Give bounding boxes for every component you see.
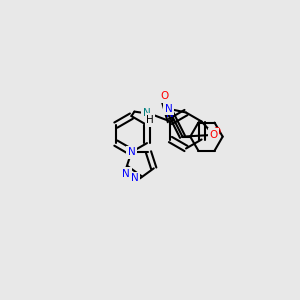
Text: N: N <box>142 108 150 118</box>
Text: N: N <box>166 109 174 119</box>
Text: H: H <box>146 115 154 125</box>
Text: N: N <box>164 104 172 114</box>
Text: N: N <box>131 173 138 183</box>
Text: N: N <box>122 169 130 179</box>
Text: N: N <box>122 169 130 179</box>
Text: N: N <box>142 108 150 118</box>
Text: N: N <box>128 147 135 157</box>
Text: O: O <box>160 91 169 101</box>
Text: N: N <box>130 146 138 156</box>
Text: O: O <box>209 130 218 140</box>
Text: N: N <box>131 173 138 183</box>
Text: O: O <box>160 91 169 101</box>
Text: H: H <box>146 115 154 125</box>
Text: O: O <box>212 128 221 137</box>
